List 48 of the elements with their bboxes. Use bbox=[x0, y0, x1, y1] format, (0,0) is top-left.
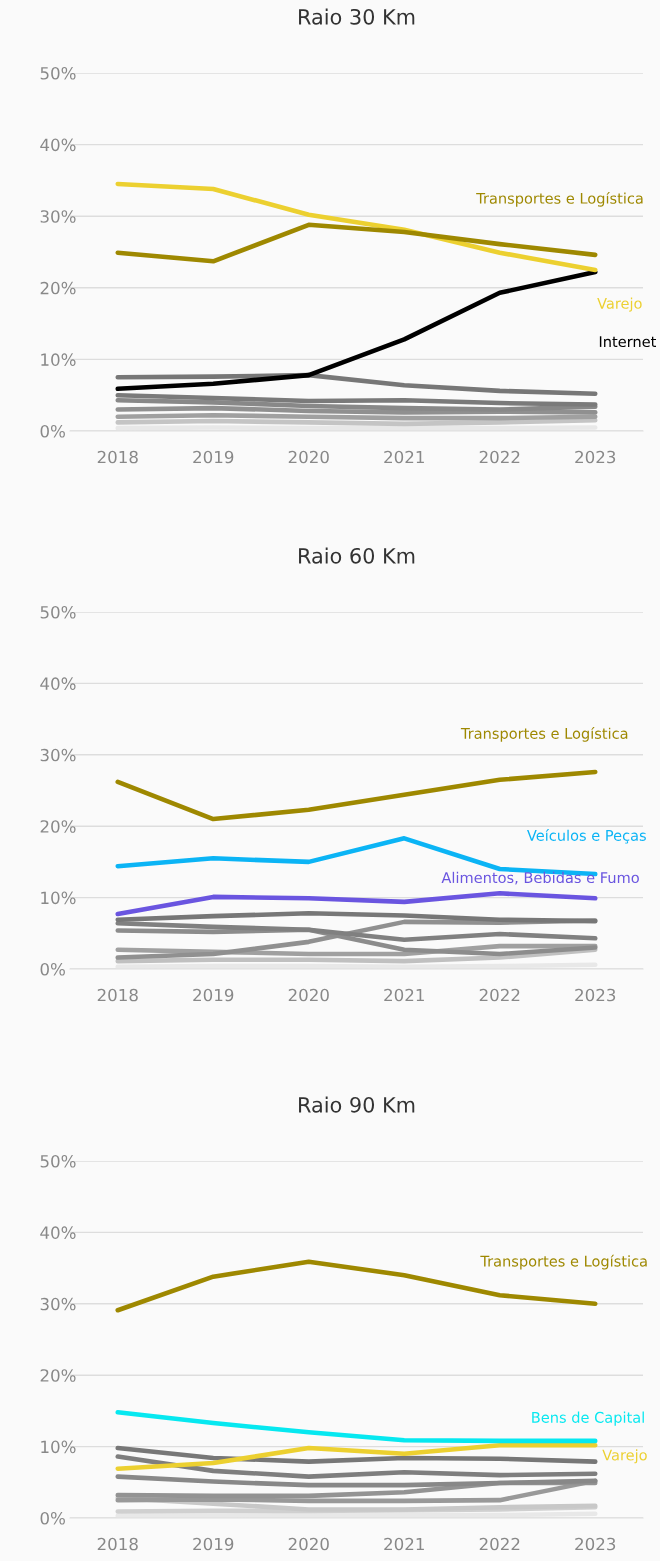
series-label: Bens de Capital bbox=[532, 1411, 644, 1426]
series-label: Alimentos, Bebidas e Fumo bbox=[441, 871, 639, 885]
x-tick-label: 2022 bbox=[479, 450, 520, 464]
x-tick-label: 2018 bbox=[97, 1537, 138, 1551]
x-tick-label: 2023 bbox=[575, 450, 616, 464]
y-tick-label: 0% bbox=[40, 424, 65, 438]
y-tick-label: 40% bbox=[40, 138, 76, 152]
x-tick-label: 2023 bbox=[575, 988, 616, 1002]
x-tick-label: 2023 bbox=[575, 1537, 616, 1551]
series-label: Varejo bbox=[602, 1449, 647, 1464]
chart-title: Raio 60 Km bbox=[299, 547, 415, 564]
y-tick-label: 0% bbox=[40, 1511, 65, 1525]
text: Internet bbox=[599, 336, 657, 348]
y-tick-label: 10% bbox=[41, 891, 76, 905]
y-tick-label: 10% bbox=[41, 353, 76, 366]
x-tick-label: 2020 bbox=[288, 1537, 329, 1551]
x-tick-label: 2020 bbox=[288, 450, 329, 464]
y-tick-label: 50% bbox=[40, 1154, 76, 1168]
y-tick-label: 50% bbox=[40, 605, 76, 619]
text: Transportes e Logística bbox=[476, 191, 643, 207]
x-tick-label: 2022 bbox=[479, 988, 520, 1002]
y-tick-label: 30% bbox=[40, 1297, 76, 1311]
text: Transportes e Logística bbox=[460, 727, 628, 742]
series-label: Veículos e Peças bbox=[527, 829, 646, 844]
x-tick-label: 2020 bbox=[288, 988, 329, 1002]
x-tick-label: 2019 bbox=[193, 450, 234, 464]
x-tick-label: 2019 bbox=[193, 988, 234, 1002]
x-tick-label: 2022 bbox=[479, 1537, 520, 1551]
series-label: Transportes e Logística bbox=[480, 1254, 647, 1270]
x-tick-label: 2021 bbox=[384, 988, 424, 1002]
x-tick-label: 2021 bbox=[384, 1537, 424, 1551]
x-tick-label: 2021 bbox=[384, 450, 424, 464]
y-tick-label: 0% bbox=[40, 962, 65, 976]
y-tick-label: 50% bbox=[40, 66, 76, 80]
y-tick-label: 30% bbox=[40, 748, 76, 762]
y-tick-label: 30% bbox=[40, 210, 76, 223]
series-label: Varejo bbox=[597, 297, 642, 312]
chart-title: Raio 90 Km bbox=[299, 1096, 415, 1113]
y-tick-label: 20% bbox=[40, 1369, 76, 1382]
chart-title: Raio 30 Km bbox=[299, 8, 415, 25]
y-tick-label: 40% bbox=[40, 1226, 76, 1239]
x-tick-label: 2018 bbox=[97, 450, 138, 464]
x-tick-label: 2018 bbox=[97, 988, 138, 1002]
y-tick-label: 40% bbox=[40, 677, 76, 690]
x-tick-label: 2019 bbox=[193, 1537, 234, 1551]
y-tick-label: 20% bbox=[40, 820, 76, 833]
y-tick-label: 10% bbox=[41, 1440, 76, 1454]
y-tick-label: 20% bbox=[40, 281, 76, 295]
